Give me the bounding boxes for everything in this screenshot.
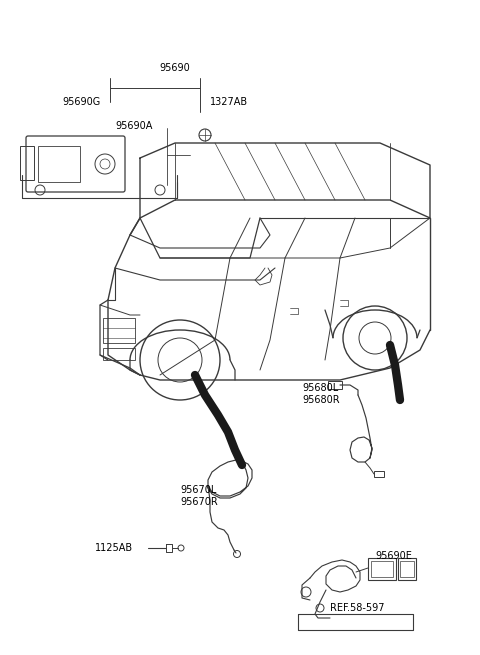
Text: 95670R: 95670R [180,497,218,507]
Text: 95690E: 95690E [375,551,412,561]
Bar [368,558,396,580]
Bar [371,561,393,577]
Bar [38,146,80,182]
Text: 95690: 95690 [160,63,191,73]
Bar [103,348,135,360]
Text: 95680L: 95680L [302,383,338,393]
Text: 1125AB: 1125AB [95,543,133,553]
Text: 1327AB: 1327AB [210,97,248,107]
Bar [398,558,416,580]
Bar [374,471,384,477]
Text: 95690G: 95690G [62,97,100,107]
Text: 95680R: 95680R [302,395,340,405]
Bar [328,381,342,389]
Text: 95690A: 95690A [115,121,152,131]
Bar [20,146,34,180]
Text: REF.58-597: REF.58-597 [330,603,384,613]
Bar [103,318,135,343]
Text: 95670L: 95670L [180,485,216,495]
Bar [400,561,414,577]
